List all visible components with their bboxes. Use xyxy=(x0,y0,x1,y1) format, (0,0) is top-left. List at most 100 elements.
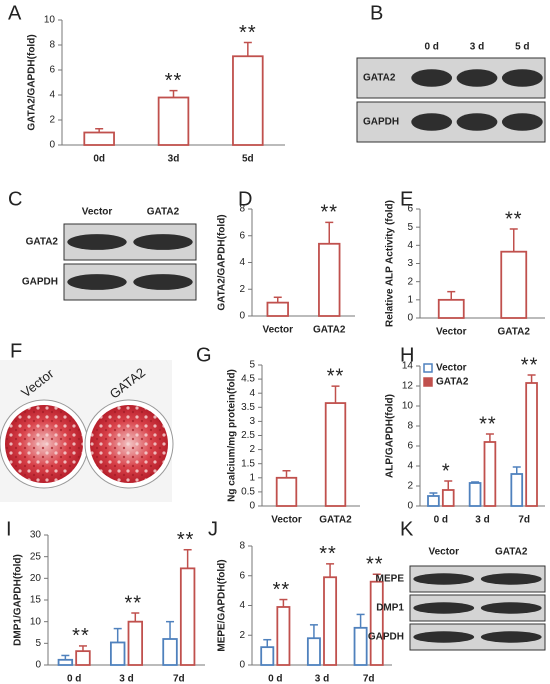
y-tick-label: 0 xyxy=(35,660,41,671)
blot-band xyxy=(480,602,542,614)
blot-band xyxy=(413,602,475,614)
blot-band xyxy=(411,69,453,87)
x-tick-label: GATA2 xyxy=(498,327,531,338)
y-tick-label: 0 xyxy=(249,501,255,512)
y-tick-label: 1 xyxy=(407,294,413,305)
legend-label: Vector xyxy=(436,363,467,374)
photo-f: F Vector GATA2 xyxy=(0,340,174,502)
y-tick-label: 0 xyxy=(239,311,245,322)
y-tick-label: 0 xyxy=(407,313,413,324)
bar xyxy=(369,580,384,666)
y-axis-label: GATA2/GAPDH(fold) xyxy=(217,214,228,310)
significance: ** xyxy=(320,202,338,224)
panel-letter: A xyxy=(8,2,22,24)
y-tick-label: 2 xyxy=(239,630,245,641)
y-tick-label: 5 xyxy=(249,360,255,371)
legend-label: GATA2 xyxy=(436,377,469,388)
y-tick-label: 8 xyxy=(407,421,413,432)
y-tick-label: 6 xyxy=(49,65,55,76)
x-tick-label: 7d xyxy=(363,674,375,684)
significance: ** xyxy=(479,413,497,435)
y-tick-label: 10 xyxy=(30,616,42,627)
x-tick-label: GATA2 xyxy=(313,325,346,336)
blot-band xyxy=(501,69,543,87)
y-tick-label: 6 xyxy=(239,230,245,241)
significance: ** xyxy=(72,625,90,647)
significance: ** xyxy=(239,22,257,44)
x-tick-label: Vector xyxy=(262,325,293,336)
panel-letter: J xyxy=(208,518,218,540)
x-tick-label: 0 d xyxy=(67,674,81,684)
blot-band xyxy=(480,573,542,585)
legend-swatch xyxy=(423,377,433,387)
y-tick-label: 3 xyxy=(407,258,413,269)
row-label: GAPDH xyxy=(363,117,399,128)
well-texture xyxy=(5,405,83,483)
legend-swatch xyxy=(423,363,433,373)
bar xyxy=(162,638,178,666)
panel-letter: H xyxy=(400,344,414,366)
significance: ** xyxy=(521,354,539,376)
y-tick-label: 20 xyxy=(30,573,42,584)
bar xyxy=(275,476,298,507)
bar xyxy=(437,298,465,319)
bar xyxy=(179,567,196,666)
y-tick-label: 4 xyxy=(239,257,245,268)
y-tick-label: 5 xyxy=(35,638,41,649)
panel-letter: B xyxy=(370,2,383,24)
y-tick-label: 0 xyxy=(407,501,413,512)
bar xyxy=(276,606,291,666)
y-tick-label: 8 xyxy=(239,204,245,215)
x-tick-label: Vector xyxy=(436,327,467,338)
y-tick-label: 5 xyxy=(407,222,413,233)
panel-letter: F xyxy=(10,340,22,362)
panel-letter: E xyxy=(400,188,413,210)
y-tick-label: 6 xyxy=(407,204,413,215)
y-tick-label: 30 xyxy=(30,530,42,541)
bar xyxy=(306,637,321,666)
y-tick-label: 3.5 xyxy=(241,402,255,413)
significance: ** xyxy=(319,543,337,565)
lane-label: 0 d xyxy=(424,42,438,53)
y-tick-label: 0 xyxy=(49,140,55,151)
x-tick-label: 3 d xyxy=(119,674,133,684)
bar xyxy=(318,242,341,317)
y-axis-label: Ng calcium/mg protein(fold) xyxy=(227,369,238,502)
x-tick-label: 5d xyxy=(242,154,254,165)
y-tick-label: 4.5 xyxy=(241,374,255,385)
lane-label: 3 d xyxy=(470,42,484,53)
bar xyxy=(157,96,190,146)
lane-label: Vector xyxy=(82,207,113,218)
lane-label: 5 d xyxy=(515,42,529,53)
y-tick-label: 25 xyxy=(30,551,42,562)
significance: ** xyxy=(273,579,291,601)
blot-band xyxy=(456,113,498,131)
y-tick-label: 1 xyxy=(249,472,255,483)
panel-letter: C xyxy=(8,188,22,210)
y-tick-label: 8 xyxy=(49,40,55,51)
blot-band xyxy=(411,113,453,131)
y-tick-label: 4 xyxy=(239,600,245,611)
bar xyxy=(441,489,455,507)
bar xyxy=(468,482,482,507)
x-tick-label: 0d xyxy=(93,154,105,165)
bar xyxy=(483,441,497,507)
y-axis-label: Relative ALP Activity (fold) xyxy=(385,200,396,327)
panel-letter: I xyxy=(6,518,12,540)
y-tick-label: 2 xyxy=(407,276,413,287)
blot-band xyxy=(67,234,127,250)
y-tick-label: 1.5 xyxy=(241,458,255,469)
y-tick-label: 2 xyxy=(49,115,55,126)
y-tick-label: 10 xyxy=(402,401,414,412)
y-tick-label: 2.5 xyxy=(241,430,255,441)
x-tick-label: 3 d xyxy=(475,515,489,526)
x-tick-label: 3d xyxy=(168,154,180,165)
x-tick-label: 0 d xyxy=(268,674,282,684)
bar xyxy=(83,131,115,146)
y-tick-label: 4 xyxy=(407,240,413,251)
significance: ** xyxy=(125,592,143,614)
row-label: GAPDH xyxy=(368,632,404,643)
panel-letter: D xyxy=(238,188,252,210)
bar xyxy=(75,650,91,666)
y-tick-label: 2 xyxy=(407,481,413,492)
